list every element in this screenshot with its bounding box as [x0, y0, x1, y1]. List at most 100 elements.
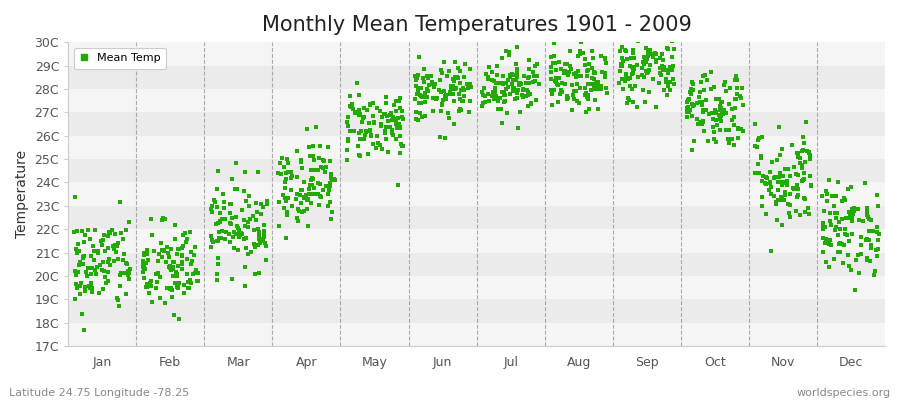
Point [614, 62, 628, 69]
Point [366, 119, 381, 125]
Point [234, 230, 248, 236]
Point [110, 243, 124, 249]
Point [140, 247, 154, 253]
Point [843, 184, 858, 190]
Point [838, 230, 852, 237]
Point [560, 93, 574, 100]
Point [181, 285, 195, 292]
Point [395, 114, 410, 120]
Point [96, 286, 111, 292]
Point [560, 60, 574, 67]
Point [256, 222, 271, 228]
Point [365, 113, 380, 119]
Point [822, 177, 836, 183]
Point [684, 86, 698, 92]
Point [495, 120, 509, 126]
Point [837, 242, 851, 248]
Point [822, 264, 836, 270]
Point [175, 252, 189, 258]
Point [626, 66, 641, 72]
Point [628, 83, 643, 89]
Point [252, 229, 266, 236]
Point [293, 200, 308, 206]
Point [378, 128, 392, 134]
Point [526, 78, 540, 85]
Point [86, 265, 100, 272]
Point [353, 111, 367, 118]
Point [791, 154, 806, 160]
Point [359, 107, 374, 113]
Point [413, 100, 428, 106]
Point [832, 248, 847, 255]
Point [441, 110, 455, 116]
Point [296, 179, 310, 185]
Point [845, 218, 859, 224]
Point [842, 215, 856, 222]
Point [585, 74, 599, 81]
Point [170, 251, 184, 258]
Point [758, 180, 772, 187]
Point [843, 212, 858, 219]
Point [866, 228, 880, 234]
Point [256, 235, 270, 242]
Point [436, 59, 451, 65]
Point [356, 115, 370, 121]
Point [112, 302, 126, 309]
Point [96, 232, 111, 238]
Point [284, 175, 298, 182]
Point [447, 59, 462, 65]
Point [631, 38, 645, 44]
Point [573, 48, 588, 54]
Point [164, 266, 178, 273]
Point [137, 250, 151, 256]
Point [833, 226, 848, 232]
Point [175, 260, 189, 267]
Text: Latitude 24.75 Longitude -78.25: Latitude 24.75 Longitude -78.25 [9, 388, 189, 398]
Point [341, 138, 356, 144]
Point [322, 183, 337, 190]
Point [481, 91, 495, 97]
Legend: Mean Temp: Mean Temp [74, 48, 166, 69]
Point [510, 125, 525, 131]
Point [618, 74, 633, 80]
Point [582, 60, 597, 67]
Point [304, 166, 319, 173]
Point [594, 85, 608, 92]
Point [854, 251, 868, 258]
Point [562, 63, 577, 70]
Point [314, 164, 328, 170]
Point [717, 79, 732, 86]
Point [381, 148, 395, 155]
Y-axis label: Temperature: Temperature [15, 150, 29, 238]
Point [687, 102, 701, 108]
Point [224, 221, 238, 227]
Point [587, 69, 601, 76]
Point [313, 192, 328, 199]
Point [763, 180, 778, 186]
Point [484, 93, 499, 100]
Point [612, 80, 626, 86]
Point [584, 87, 598, 94]
Point [454, 87, 468, 94]
Point [708, 117, 723, 124]
Point [75, 311, 89, 317]
Point [835, 198, 850, 204]
Point [836, 195, 850, 202]
Point [251, 242, 266, 248]
Point [411, 100, 426, 106]
Point [580, 96, 595, 102]
Point [172, 316, 186, 322]
Point [235, 231, 249, 237]
Point [101, 277, 115, 284]
Point [255, 201, 269, 207]
Point [497, 99, 511, 105]
Point [503, 90, 517, 97]
Point [646, 53, 661, 60]
Point [795, 165, 809, 172]
Point [251, 235, 266, 242]
Point [345, 100, 359, 107]
Point [770, 187, 785, 194]
Point [622, 75, 636, 82]
Point [728, 76, 742, 83]
Point [306, 153, 320, 160]
